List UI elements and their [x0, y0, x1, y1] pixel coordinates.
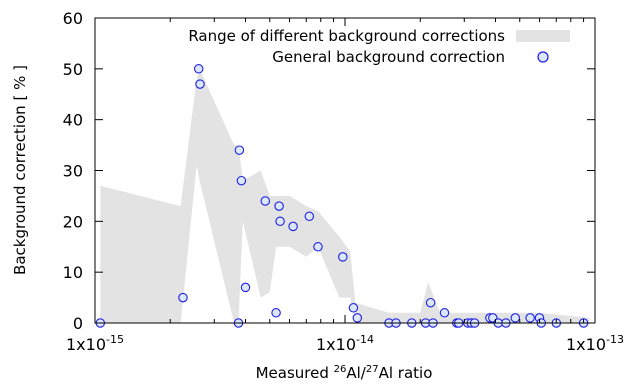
legend: Range of different background correction…: [188, 27, 570, 66]
y-axis-label: Background correction [ % ]: [11, 65, 29, 275]
legend-points-label: General background correction: [272, 48, 505, 66]
y-tick-label: 30: [63, 162, 83, 181]
range-band: [100, 68, 590, 323]
data-point: [439, 308, 450, 318]
plot-area: [95, 64, 590, 328]
data-point: [260, 196, 271, 206]
legend-point-marker: [537, 51, 549, 63]
data-point: [425, 297, 436, 308]
y-tick-label: 0: [73, 314, 83, 333]
y-tick-label: 10: [63, 263, 83, 282]
y-tick-label: 60: [63, 9, 83, 28]
data-point: [525, 313, 535, 323]
y-tick-label: 50: [63, 60, 83, 79]
data-point: [313, 242, 323, 252]
data-point: [275, 216, 285, 227]
data-point: [195, 79, 205, 89]
data-point: [338, 252, 348, 262]
legend-band-swatch: [516, 30, 570, 42]
x-tick-label: 1x10-13: [566, 333, 624, 354]
data-point: [288, 221, 298, 232]
data-point: [304, 211, 315, 222]
tick-labels: 0 10 20 30 40 50 60 1x10-15 1x10-14 1x10-13: [63, 9, 624, 354]
legend-band-label: Range of different background correction…: [188, 27, 505, 45]
data-point: [271, 308, 281, 318]
data-point: [510, 313, 521, 323]
data-point: [348, 303, 359, 313]
data-point: [352, 313, 363, 323]
y-tick-label: 20: [63, 212, 83, 231]
data-point: [193, 64, 204, 74]
data-point: [240, 282, 251, 293]
data-point: [236, 175, 247, 186]
y-tick-label: 40: [63, 111, 83, 130]
data-point: [234, 145, 245, 155]
x-tick-label: 1x10-14: [316, 333, 374, 354]
axes: [94, 17, 596, 324]
x-axis-label: Measured 26Al/27Al ratio: [256, 364, 433, 382]
data-point: [178, 292, 188, 303]
x-tick-label: 1x10-15: [66, 333, 124, 354]
data-point: [274, 201, 284, 211]
